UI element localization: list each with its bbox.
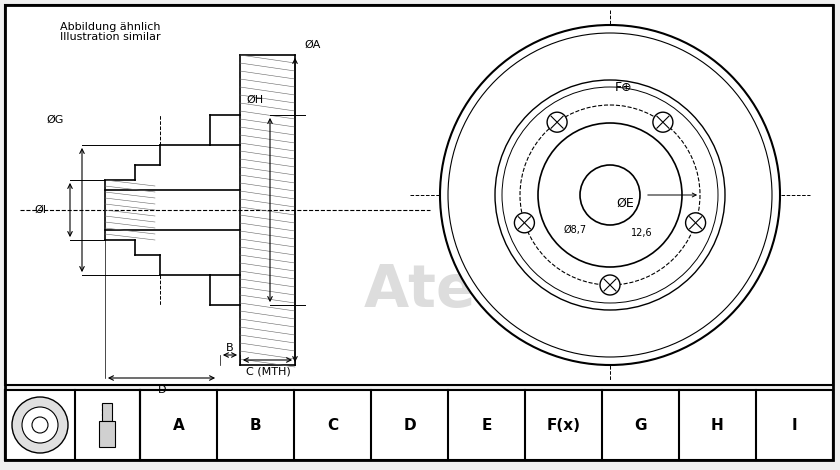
Text: B: B (226, 343, 234, 353)
Text: ØG: ØG (46, 115, 64, 125)
Text: Ate: Ate (364, 261, 476, 319)
Text: G: G (634, 417, 647, 432)
Bar (102, 403, 112, 421)
Circle shape (547, 112, 567, 132)
Circle shape (502, 87, 718, 303)
Circle shape (495, 80, 725, 310)
Text: A: A (173, 417, 184, 432)
Text: D: D (158, 385, 166, 395)
Circle shape (440, 25, 780, 365)
Circle shape (514, 213, 534, 233)
Circle shape (600, 275, 620, 295)
Text: D: D (403, 417, 416, 432)
Text: H: H (711, 417, 724, 432)
Circle shape (580, 165, 640, 225)
Text: 12,6: 12,6 (631, 228, 653, 238)
Bar (5, 390, 833, 460)
Text: ØI: ØI (34, 205, 46, 215)
Circle shape (32, 417, 48, 433)
Circle shape (448, 33, 772, 357)
Text: F(x): F(x) (547, 417, 580, 432)
Text: C: C (327, 417, 338, 432)
Bar (99, 421, 115, 447)
Text: ØH: ØH (246, 95, 264, 105)
Circle shape (653, 112, 673, 132)
Circle shape (12, 397, 68, 453)
Text: E: E (481, 417, 491, 432)
Text: Abbildung ähnlich: Abbildung ähnlich (60, 22, 160, 32)
Circle shape (538, 123, 682, 267)
Text: Ø8,7: Ø8,7 (564, 225, 586, 235)
Text: F⊕: F⊕ (615, 80, 633, 94)
Circle shape (685, 213, 706, 233)
Bar (5, 5, 833, 385)
Text: ØE: ØE (616, 196, 634, 210)
Text: C (MTH): C (MTH) (245, 367, 291, 377)
Text: B: B (249, 417, 261, 432)
Text: I: I (791, 417, 797, 432)
Circle shape (22, 407, 58, 443)
Text: ØA: ØA (305, 40, 321, 50)
Text: Illustration similar: Illustration similar (60, 32, 160, 42)
